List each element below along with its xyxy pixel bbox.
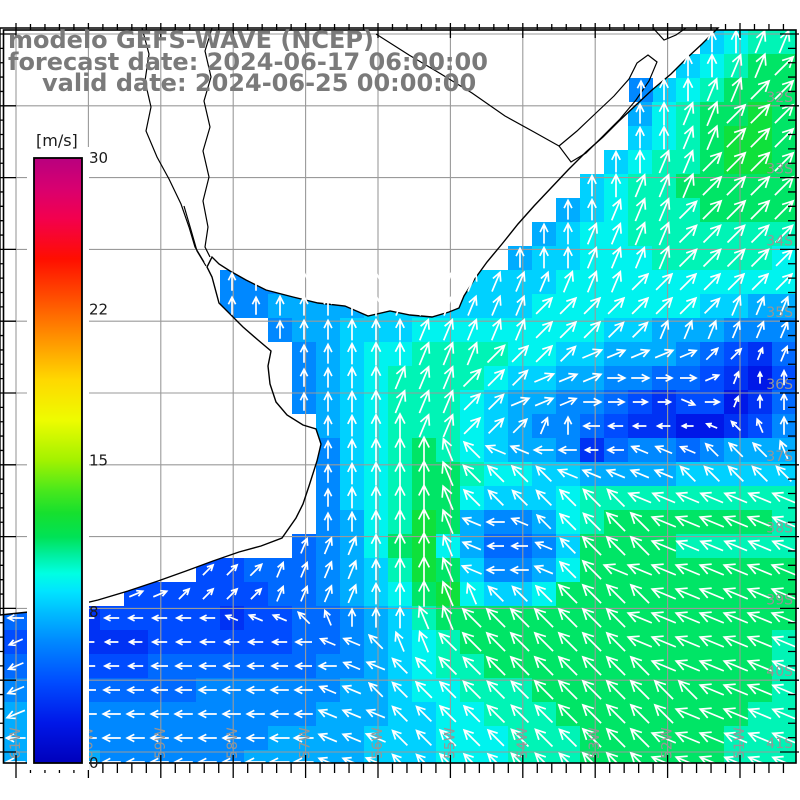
colorbar-tick-label: 8 [89,603,99,621]
longitude-label: 51W [732,727,748,759]
longitude-label: 53W [587,727,603,759]
latitude-label: 38S [766,521,793,537]
colorbar-tick-label: 15 [89,452,108,470]
map-border [2,29,797,764]
latitude-label: 39S [766,592,793,608]
latitude-label: 35S [766,305,793,321]
river-border-line [141,27,205,263]
longitude-label: 52W [660,727,676,759]
river-border-line [558,54,658,163]
colorbar: [m/s] 30 22 15 8 0 [27,131,108,772]
colorbar-tick-label: 0 [89,754,99,772]
longitude-label: 59W [153,727,169,759]
longitude-label: 58W [225,727,241,759]
longitude-label: 61W [8,727,24,759]
river-border-line [202,27,213,258]
latitude-label: 33S [766,162,793,178]
colorbar-tick-label: 22 [89,300,108,318]
latitude-label: 32S [766,90,793,106]
river-border-line [183,205,207,267]
graticule-labels: 32S33S34S35S36S37S38S39S40S41S61W60W59W5… [8,90,793,759]
latitude-label: 40S [766,664,793,680]
longitude-label: 55W [442,727,458,759]
wind-direction-arrows [4,30,796,763]
latitude-label: 34S [766,233,793,249]
longitude-label: 54W [515,727,531,759]
latitude-label: 36S [766,377,793,393]
colorbar-tick-label: 30 [89,149,108,167]
latitude-label: 37S [766,449,793,465]
coastline [0,27,720,616]
longitude-label: 57W [298,727,314,759]
river-border-line [652,27,687,41]
colorbar-unit-label: [m/s] [36,131,78,150]
river-border-line [375,33,560,147]
land-mass [0,28,718,615]
latitude-label: 41S [766,736,793,752]
longitude-label: 56W [370,727,386,759]
